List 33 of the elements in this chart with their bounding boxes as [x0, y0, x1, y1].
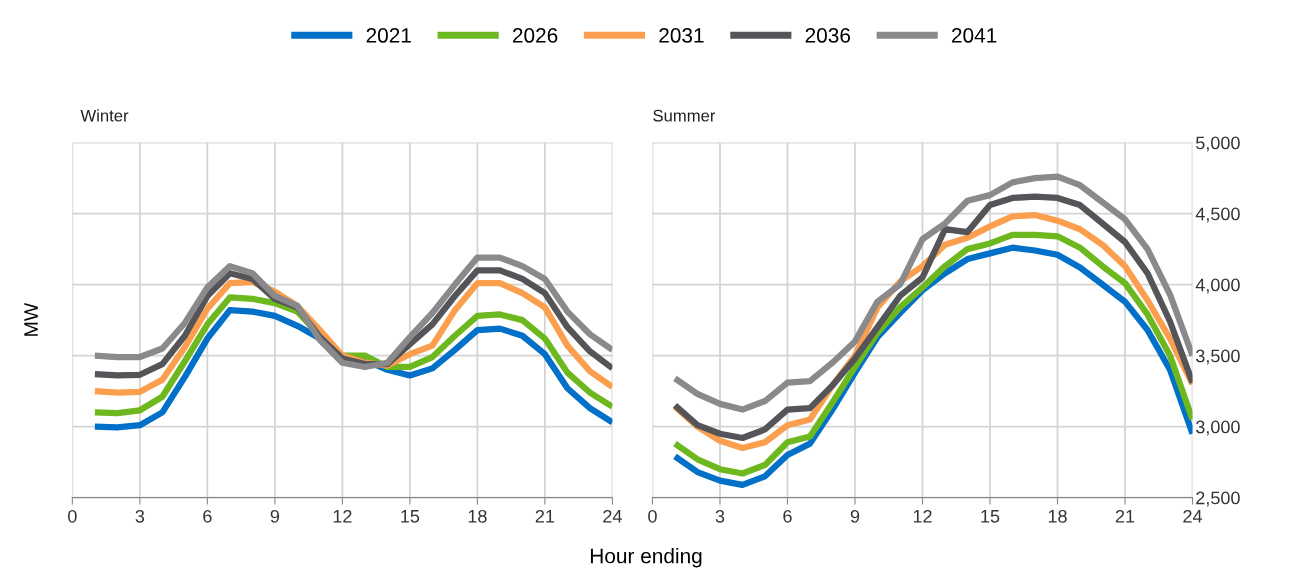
y-axis-title: MW	[24, 302, 38, 336]
y-tick-label: 2,500	[1196, 491, 1240, 507]
y-tick-label: 4,000	[1195, 278, 1240, 294]
legend-label: 2041	[951, 28, 997, 43]
x-tick-label: 15	[981, 510, 1000, 523]
x-tick-label: 0	[648, 509, 657, 523]
x-axis-title: Hour ending	[590, 548, 702, 568]
legend-label: 2031	[659, 28, 704, 43]
chart-title: Summer	[653, 109, 716, 122]
x-tick-label: 12	[913, 509, 932, 523]
x-tick-label: 15	[401, 510, 420, 523]
x-tick-label: 9	[270, 509, 280, 523]
x-tick-label: 18	[468, 509, 487, 523]
x-tick-label: 3	[715, 509, 725, 523]
y-tick-label: 5,000	[1196, 136, 1240, 152]
x-tick-label: 18	[1048, 509, 1067, 523]
x-tick-label: 9	[850, 509, 860, 523]
legend-label: 2026	[512, 28, 558, 43]
x-tick-label: 24	[603, 509, 622, 523]
x-tick-label: 6	[203, 509, 212, 523]
y-tick-label: 3,000	[1195, 420, 1240, 436]
y-tick-label: 4,500	[1195, 207, 1240, 223]
x-tick-label: 3	[135, 509, 145, 523]
x-tick-label: 6	[783, 509, 792, 523]
legend-label: 2036	[805, 28, 851, 43]
x-tick-label: 0	[68, 509, 77, 523]
legend-label: 2021	[366, 28, 411, 43]
x-tick-label: 12	[333, 509, 352, 523]
y-tick-label: 3,500	[1195, 349, 1240, 365]
chart-title: Winter	[80, 109, 129, 122]
x-tick-label: 21	[1115, 509, 1135, 523]
x-tick-label: 21	[535, 509, 555, 523]
x-tick-label: 24	[1183, 509, 1203, 523]
